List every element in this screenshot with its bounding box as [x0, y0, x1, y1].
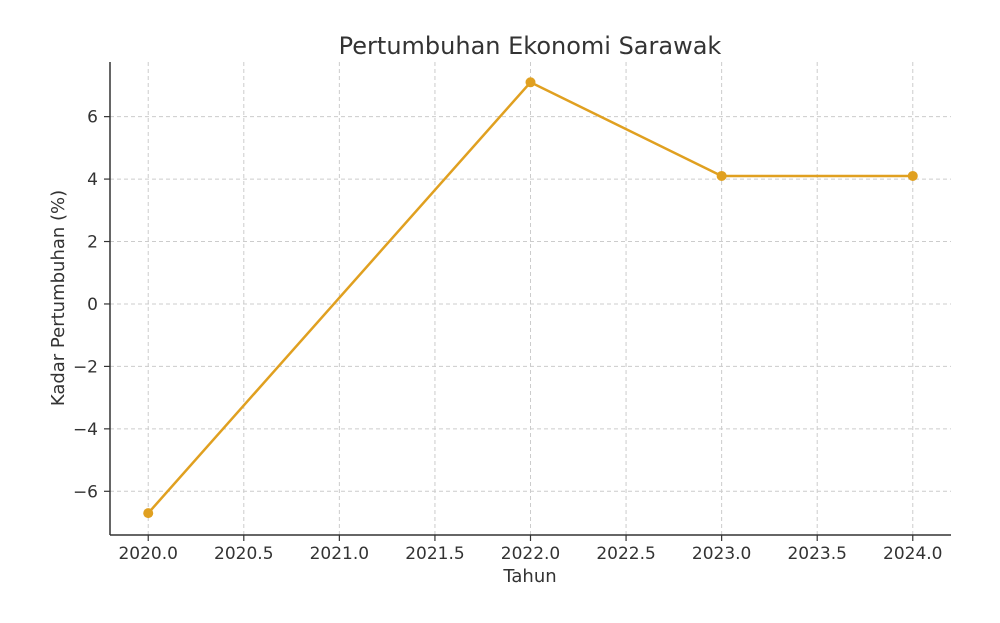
series: [143, 77, 918, 519]
y-tick-label: 0: [87, 295, 98, 315]
series-line: [147, 80, 913, 514]
y-axis-label: Kadar Pertumbuhan (%): [48, 190, 69, 406]
data-point: [907, 170, 918, 181]
x-tick-label: 2024.0: [883, 544, 942, 564]
x-tick-label: 2023.0: [692, 544, 751, 564]
y-tick-label: 2: [87, 233, 98, 253]
x-tick-label: 2022.5: [596, 544, 655, 564]
y-tick-label: −4: [73, 420, 98, 440]
x-tick-label: 2023.5: [787, 544, 846, 564]
y-tick-label: 6: [87, 108, 98, 128]
chart-title: Pertumbuhan Ekonomi Sarawak: [339, 32, 722, 60]
data-point: [525, 77, 536, 88]
y-tick-label: −2: [73, 357, 98, 377]
y-tick-label: −6: [73, 482, 98, 502]
x-tick-label: 2021.5: [405, 544, 464, 564]
data-point: [143, 508, 154, 519]
x-tick-label: 2021.0: [310, 544, 369, 564]
data-point: [716, 170, 727, 181]
x-tick-label: 2022.0: [501, 544, 560, 564]
y-tick-label: 4: [87, 170, 98, 190]
grid: [110, 62, 951, 535]
x-axis-label: Tahun: [502, 566, 556, 587]
ticks: 2020.0 2020.5 2021.0 2021.5 2022.0 2022.5 2023…: [73, 108, 943, 564]
x-tick-label: 2020.0: [118, 544, 177, 564]
x-tick-label: 2020.5: [214, 544, 273, 564]
